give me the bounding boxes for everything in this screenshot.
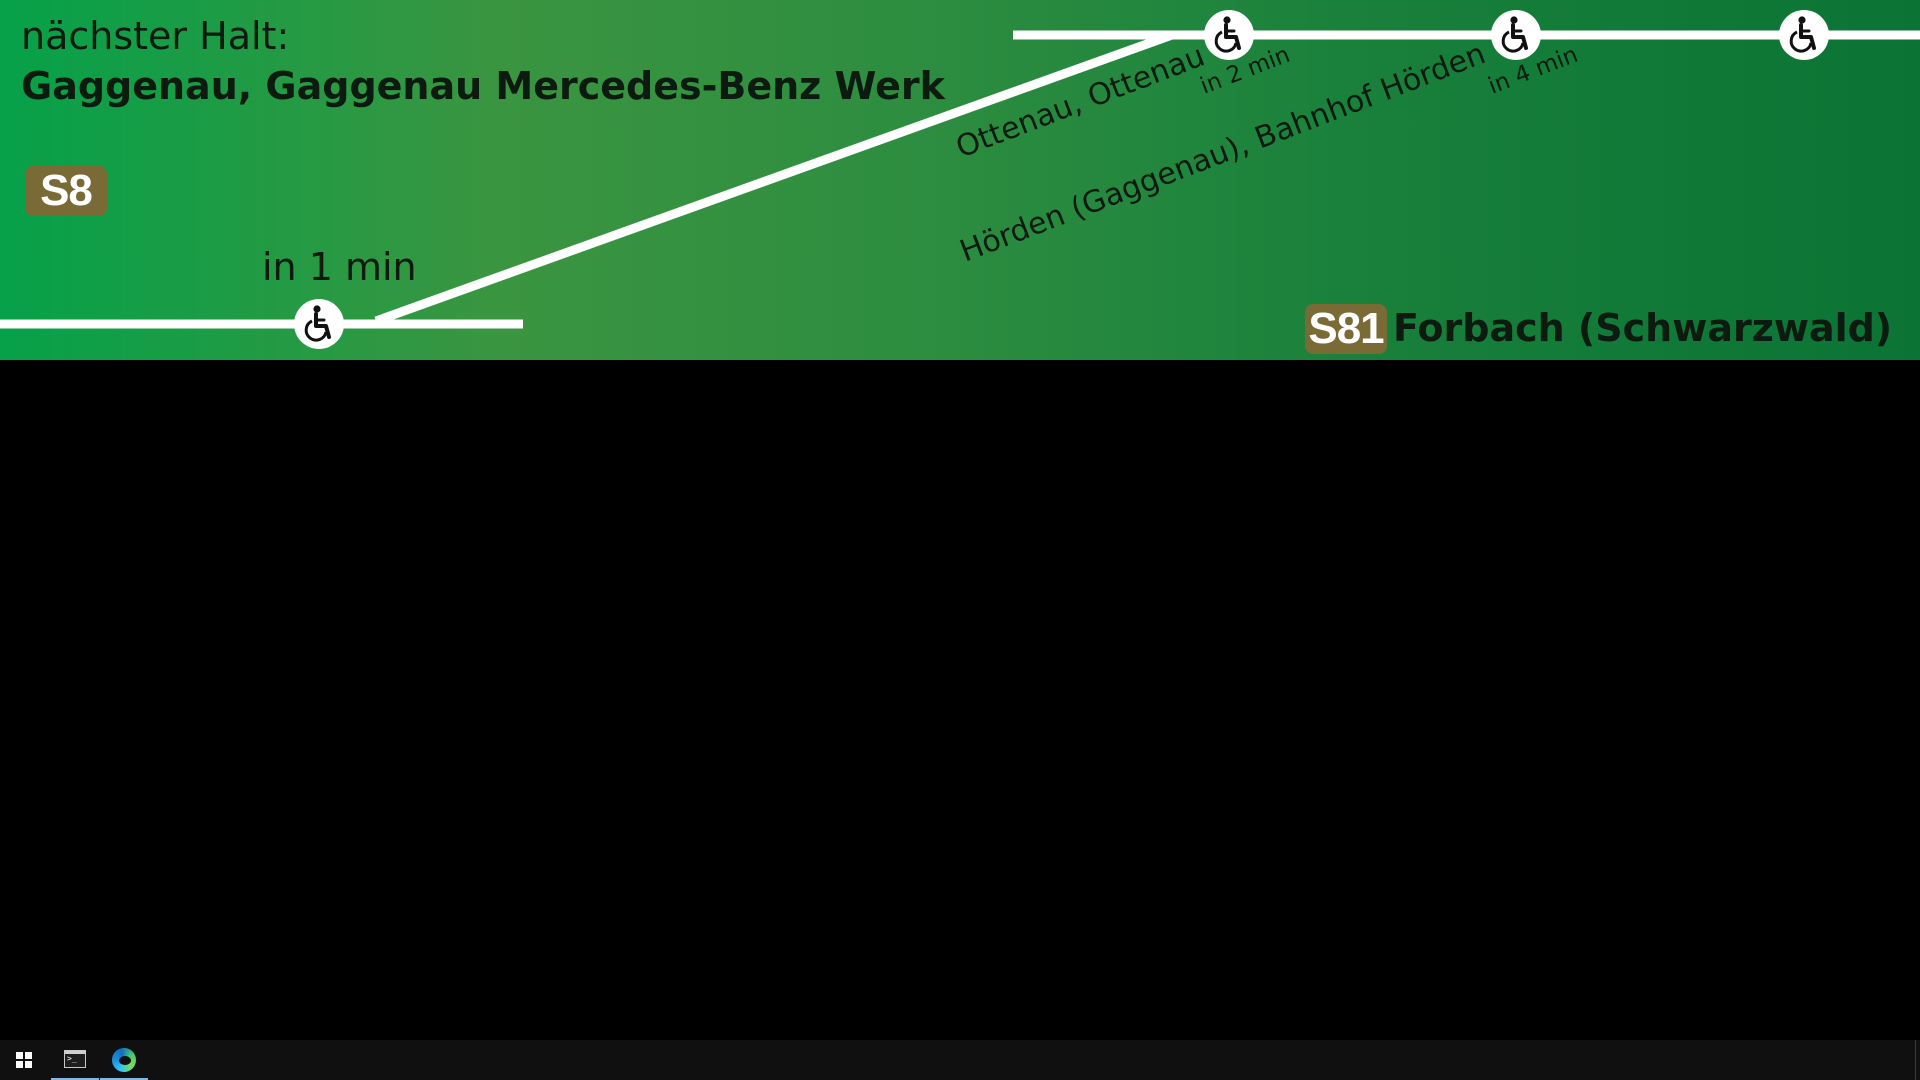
wheelchair-icon xyxy=(1777,8,1831,62)
edge-browser-icon xyxy=(112,1048,136,1072)
route-diagram: in 1 min Ottenau, Ottenau in 2 min Hörde… xyxy=(0,8,1920,351)
route-line-diagonal xyxy=(374,30,1174,326)
first-stop-time: in 1 min xyxy=(262,245,417,289)
taskbar xyxy=(0,1040,1920,1080)
destination-name: Forbach (Schwarzwald) xyxy=(1393,306,1893,350)
destination-line-badge: S81 xyxy=(1305,304,1387,354)
wheelchair-icon xyxy=(1202,8,1256,62)
start-button[interactable] xyxy=(0,1040,48,1080)
passenger-info-display: in 1 min Ottenau, Ottenau in 2 min Hörde… xyxy=(0,0,1920,360)
terminal-taskbar-button[interactable] xyxy=(51,1040,99,1080)
next-stop-name: Gaggenau, Gaggenau Mercedes-Benz Werk xyxy=(21,64,945,108)
windows-start-icon xyxy=(16,1052,32,1068)
edge-taskbar-button[interactable] xyxy=(100,1040,148,1080)
terminal-icon xyxy=(64,1050,86,1068)
next-stop-label: nächster Halt: xyxy=(21,14,290,58)
wheelchair-icon xyxy=(1489,8,1543,62)
show-desktop-button[interactable] xyxy=(1915,1040,1920,1080)
wheelchair-icon xyxy=(292,297,346,351)
current-line-badge: S8 xyxy=(25,166,107,216)
